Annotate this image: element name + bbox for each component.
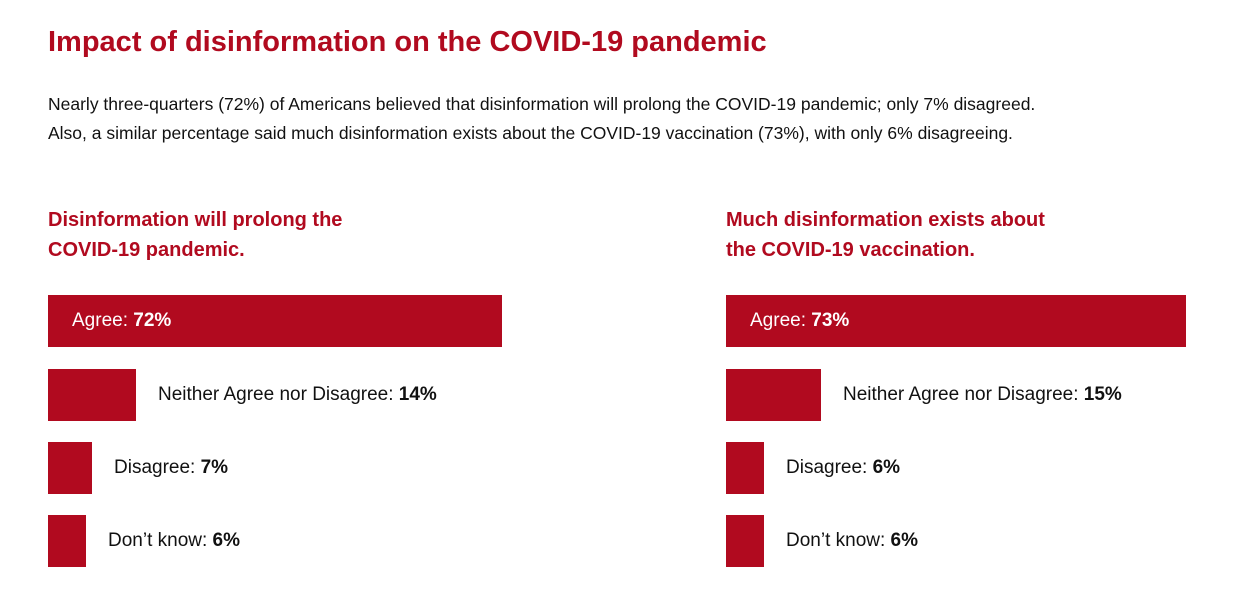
bar-label: Don’t know: 6%: [108, 515, 240, 567]
bar: [48, 515, 86, 567]
bar-label: Don’t know: 6%: [786, 515, 918, 567]
bar-value-label: 15%: [1083, 384, 1122, 405]
intro-line-1: Nearly three-quarters (72%) of Americans…: [48, 94, 1036, 114]
bar-row: Disagree: 6%: [726, 442, 1246, 494]
chart-title: Disinformation will prolong the COVID-19…: [48, 205, 568, 265]
intro-line-2: Also, a similar percentage said much dis…: [48, 123, 1013, 143]
bar-row: Don’t know: 6%: [48, 515, 568, 567]
bar-area: Agree: 72% Neither Agree nor Disagree: 14…: [48, 295, 568, 575]
bar-category-label: Agree:: [750, 310, 812, 331]
bar-label: Agree: 72%: [72, 295, 171, 347]
bar: [726, 369, 821, 421]
chart-title-line-1: Disinformation will prolong the: [48, 209, 343, 231]
bar: [48, 369, 136, 421]
bar: [726, 442, 764, 494]
bar-category-label: Don’t know:: [786, 530, 891, 551]
bar-category-label: Neither Agree nor Disagree:: [843, 384, 1084, 405]
bar: [726, 515, 764, 567]
bar-value-label: 72%: [133, 310, 172, 331]
bar-category-label: Neither Agree nor Disagree:: [158, 384, 399, 405]
bar-value-label: 73%: [811, 310, 850, 331]
bar-label: Agree: 73%: [750, 295, 849, 347]
page-title: Impact of disinformation on the COVID-19…: [48, 26, 767, 58]
bar-row: Disagree: 7%: [48, 442, 568, 494]
bar-category-label: Don’t know:: [108, 530, 213, 551]
intro-text: Nearly three-quarters (72%) of Americans…: [48, 90, 1238, 148]
chart-title-line-2: the COVID-19 vaccination.: [726, 239, 975, 261]
bar-row: Agree: 73%: [726, 295, 1246, 347]
bar-value-label: 6%: [872, 457, 901, 478]
bar-category-label: Agree:: [72, 310, 134, 331]
bar-row: Neither Agree nor Disagree: 15%: [726, 369, 1246, 421]
chart-vaccination-disinformation: Much disinformation exists about the COV…: [726, 205, 1246, 575]
bar-value-label: 6%: [212, 530, 241, 551]
bar-category-label: Disagree:: [114, 457, 201, 478]
chart-title-line-1: Much disinformation exists about: [726, 209, 1045, 231]
chart-prolong-pandemic: Disinformation will prolong the COVID-19…: [48, 205, 568, 575]
bar-value-label: 6%: [890, 530, 919, 551]
bar-label: Neither Agree nor Disagree: 14%: [158, 369, 437, 421]
bar-area: Agree: 73% Neither Agree nor Disagree: 15…: [726, 295, 1246, 575]
bar: [48, 442, 92, 494]
bar-row: Neither Agree nor Disagree: 14%: [48, 369, 568, 421]
chart-title: Much disinformation exists about the COV…: [726, 205, 1246, 265]
bar-label: Disagree: 6%: [786, 442, 900, 494]
bar-value-label: 7%: [200, 457, 229, 478]
bar-label: Disagree: 7%: [114, 442, 228, 494]
bar-value-label: 14%: [398, 384, 437, 405]
bar-row: Don’t know: 6%: [726, 515, 1246, 567]
bar-label: Neither Agree nor Disagree: 15%: [843, 369, 1122, 421]
bar-row: Agree: 72%: [48, 295, 568, 347]
bar: [726, 295, 1186, 347]
chart-title-line-2: COVID-19 pandemic.: [48, 239, 245, 261]
bar: [48, 295, 502, 347]
bar-category-label: Disagree:: [786, 457, 873, 478]
